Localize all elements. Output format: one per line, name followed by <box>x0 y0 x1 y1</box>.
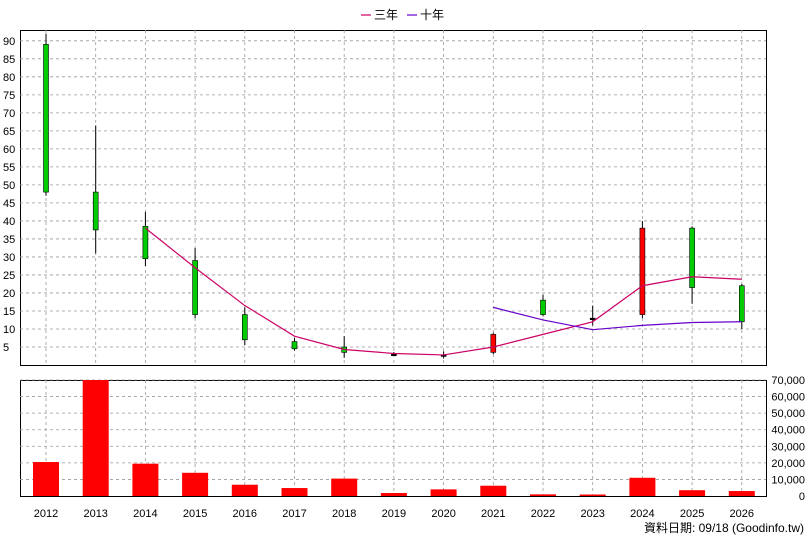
candle-body <box>43 44 49 193</box>
price-tick-label: 20 <box>3 288 15 300</box>
volume-series <box>33 380 755 496</box>
volume-bar <box>530 494 556 496</box>
candle-body <box>689 227 695 288</box>
legend-label-ma10: 十年 <box>420 8 444 22</box>
x-tick-label: 2025 <box>680 508 704 520</box>
volume-bar <box>728 491 755 496</box>
volume-bar <box>231 484 258 496</box>
volume-bar <box>579 494 606 496</box>
axis-ticks: 2012 2013 2014 2015 2016 2017 2018 2019 2020 2021… <box>3 36 805 520</box>
x-tick-label: 2024 <box>630 508 654 520</box>
volume-tick-label: 10,000 <box>771 474 805 486</box>
volume-tick-label: 50,000 <box>771 408 805 420</box>
x-tick-label: 2014 <box>133 508 157 520</box>
price-tick-label: 90 <box>3 36 15 48</box>
volume-tick-label: 60,000 <box>771 392 805 404</box>
x-tick-label: 2012 <box>34 508 58 520</box>
volume-tick-label: 40,000 <box>771 425 805 437</box>
price-tick-label: 50 <box>3 180 15 192</box>
x-tick-label: 2019 <box>382 508 406 520</box>
candle-body <box>391 353 397 356</box>
x-tick-label: 2013 <box>83 508 107 520</box>
candle-body <box>192 260 198 315</box>
x-tick-label: 2015 <box>183 508 207 520</box>
price-tick-label: 10 <box>3 324 15 336</box>
volume-bar <box>33 462 59 496</box>
candle-body <box>142 226 149 260</box>
candle-body <box>738 285 745 323</box>
candle-body <box>540 299 546 315</box>
ma3-line <box>145 227 742 356</box>
volume-bar <box>182 472 209 496</box>
x-tick-label: 2026 <box>730 508 754 520</box>
candle-body <box>490 334 497 353</box>
volume-bar <box>480 485 507 496</box>
candle-body <box>242 314 248 341</box>
x-tick-label: 2016 <box>233 508 257 520</box>
volume-tick-label: 0 <box>799 491 805 503</box>
volume-bar <box>281 488 308 496</box>
price-tick-label: 70 <box>3 108 15 120</box>
price-tick-label: 85 <box>3 54 15 66</box>
price-tick-label: 40 <box>3 216 15 228</box>
price-tick-label: 35 <box>3 234 15 246</box>
volume-bar <box>132 463 159 496</box>
price-tick-label: 55 <box>3 162 15 174</box>
volume-tick-label: 70,000 <box>771 375 805 387</box>
volume-tick-label: 30,000 <box>771 441 805 453</box>
candle-body <box>639 227 646 315</box>
candle-body <box>291 341 298 350</box>
x-tick-label: 2020 <box>431 508 455 520</box>
volume-bar <box>430 489 457 496</box>
candle-body <box>92 191 99 231</box>
volume-bar <box>380 493 407 496</box>
price-tick-label: 30 <box>3 252 15 264</box>
legend-label-ma3: 三年 <box>374 8 398 22</box>
price-tick-label: 45 <box>3 198 15 210</box>
volume-bar <box>679 490 706 496</box>
x-tick-label: 2018 <box>332 508 356 520</box>
price-tick-label: 75 <box>3 90 15 102</box>
volume-bar <box>82 380 109 496</box>
ma10-line <box>493 306 742 331</box>
x-tick-label: 2021 <box>481 508 505 520</box>
volume-bar <box>629 477 656 496</box>
price-series <box>43 33 745 359</box>
price-tick-label: 80 <box>3 72 15 84</box>
x-tick-label: 2017 <box>282 508 306 520</box>
volume-bar <box>331 478 358 496</box>
volume-tick-label: 20,000 <box>771 458 805 470</box>
price-tick-label: 25 <box>3 270 15 282</box>
price-tick-label: 60 <box>3 144 15 156</box>
x-tick-label: 2023 <box>580 508 604 520</box>
legend: 三年 十年 <box>361 8 444 22</box>
candle-body <box>589 317 596 320</box>
grid <box>20 30 766 496</box>
price-tick-label: 65 <box>3 126 15 138</box>
price-tick-label: 15 <box>3 306 15 318</box>
price-tick-label: 5 <box>3 342 9 354</box>
x-tick-label: 2022 <box>531 508 555 520</box>
data-date-footer: 資料日期: 09/18 (Goodinfo.tw) <box>644 521 804 535</box>
